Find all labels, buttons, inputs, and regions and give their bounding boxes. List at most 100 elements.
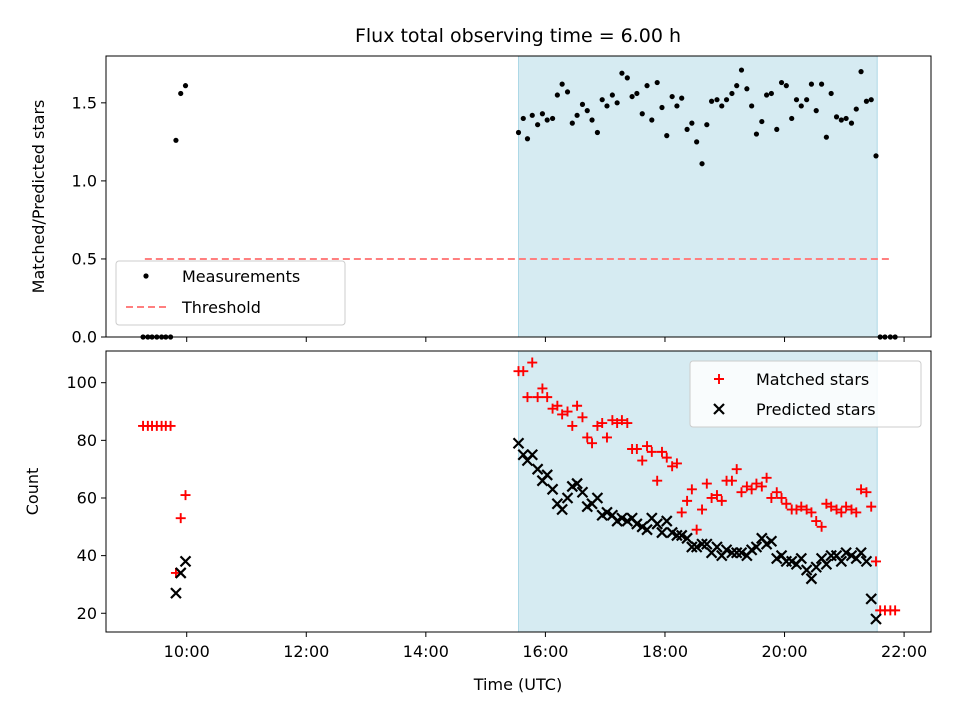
- y-tick-label: 60: [77, 488, 97, 507]
- x-tick-label: 10:00: [164, 642, 210, 661]
- measurement-point: [659, 104, 665, 111]
- measurement-point: [868, 97, 874, 103]
- bottom-legend: Matched stars Predicted stars: [689, 360, 922, 428]
- matched-star-point: [537, 383, 548, 394]
- matched-star-point: [642, 441, 653, 452]
- measurement-point: [833, 114, 840, 120]
- matched-star-point: [771, 487, 782, 498]
- matched-star-point: [622, 418, 633, 429]
- measurement-point: [614, 100, 620, 106]
- matched-star-point: [856, 484, 867, 495]
- measurement-point: [569, 120, 575, 126]
- top-shaded-interval: [518, 55, 878, 338]
- measurement-point: [813, 108, 819, 114]
- measurement-point: [853, 106, 859, 112]
- measurement-point: [644, 83, 650, 89]
- predicted-star-point: [681, 532, 693, 545]
- matched-star-point: [631, 443, 642, 454]
- top-y-axis-label: Matched/Predicted stars: [29, 100, 48, 294]
- predicted-star-point: [174, 567, 187, 579]
- matched-star-point: [736, 487, 747, 498]
- matched-star-point: [746, 484, 757, 495]
- matched-star-point: [652, 475, 663, 486]
- matched-star-point: [180, 490, 191, 501]
- legend-predicted-label: Predicted stars: [756, 400, 876, 419]
- predicted-star-point: [591, 492, 604, 504]
- measurement-point: [823, 134, 829, 140]
- measurement-point: [714, 97, 720, 103]
- measurement-point: [182, 83, 189, 89]
- predicted-star-point: [517, 448, 530, 461]
- predicted-star-point: [556, 503, 568, 516]
- measurement-point: [629, 93, 635, 100]
- measurement-point: [723, 97, 730, 103]
- x-tick-label: 22:00: [881, 642, 927, 661]
- measurement-point: [539, 111, 546, 117]
- measurement-point: [734, 83, 740, 89]
- measurement-point: [609, 92, 615, 98]
- predicted-star-point: [701, 538, 713, 550]
- matched-star-point: [726, 475, 737, 486]
- matched-star-point: [701, 478, 712, 489]
- measurement-point: [768, 90, 774, 97]
- measurement-point: [789, 115, 795, 122]
- predicted-star-point: [726, 546, 738, 559]
- matched-star-point: [756, 481, 767, 492]
- matched-star-point: [686, 484, 697, 495]
- x-tick-label: 12:00: [283, 642, 329, 661]
- matched-star-point: [637, 455, 648, 466]
- y-tick-label: 0.0: [72, 328, 97, 347]
- measurement-point: [639, 111, 645, 117]
- predicted-star-point: [576, 486, 589, 498]
- predicted-star-point: [531, 463, 544, 475]
- measurement-point: [599, 97, 605, 103]
- measurement-point: [863, 98, 870, 104]
- matched-star-point: [851, 507, 862, 518]
- measurement-point: [535, 122, 541, 128]
- measurement-point: [848, 120, 855, 126]
- count-points: [138, 357, 901, 625]
- measurement-point: [783, 83, 789, 89]
- measurement-point: [708, 98, 715, 104]
- predicted-star-point: [546, 483, 559, 496]
- predicted-star-point: [800, 564, 813, 576]
- matched-star-point: [706, 492, 717, 503]
- measurement-point: [579, 101, 586, 107]
- chart-title: Flux total observing time = 6.00 h: [355, 25, 681, 47]
- predicted-star-point: [631, 518, 643, 530]
- matched-star-point: [676, 507, 687, 518]
- predicted-star-point: [855, 546, 867, 559]
- predicted-star-point: [870, 613, 882, 625]
- measurement-point: [694, 139, 700, 145]
- measurement-point: [515, 129, 522, 136]
- measurement-point: [749, 103, 755, 109]
- matched-star-point: [806, 507, 817, 518]
- measurement-point: [753, 131, 760, 137]
- matched-star-point: [572, 400, 583, 411]
- x-axis-label: Time (UTC): [473, 675, 562, 694]
- predicted-star-point: [795, 552, 808, 565]
- measurement-point: [738, 67, 745, 73]
- x-tick-label: 18:00: [642, 642, 688, 661]
- matched-star-point: [552, 400, 563, 411]
- measurement-point: [838, 117, 844, 123]
- measurement-point: [654, 79, 660, 86]
- measurement-point: [604, 103, 610, 109]
- predicted-star-point: [686, 541, 698, 553]
- matched-star-point: [518, 366, 529, 377]
- measurement-point: [798, 103, 804, 109]
- matched-star-point: [527, 357, 538, 368]
- legend-plus: [714, 374, 724, 384]
- predicted-star-point: [835, 555, 848, 568]
- matched-star-point: [861, 487, 872, 498]
- measurement-point: [589, 117, 595, 123]
- bottom-y-axis-label: Count: [23, 468, 42, 516]
- measurement-point: [544, 117, 550, 123]
- measurement-point: [520, 115, 526, 122]
- matched-star-point: [751, 478, 762, 489]
- predicted-star-point: [750, 541, 763, 553]
- predicted-star-point: [601, 506, 613, 519]
- matched-star-point: [836, 507, 847, 518]
- matched-star-point: [866, 501, 877, 512]
- measurement-point: [559, 81, 565, 87]
